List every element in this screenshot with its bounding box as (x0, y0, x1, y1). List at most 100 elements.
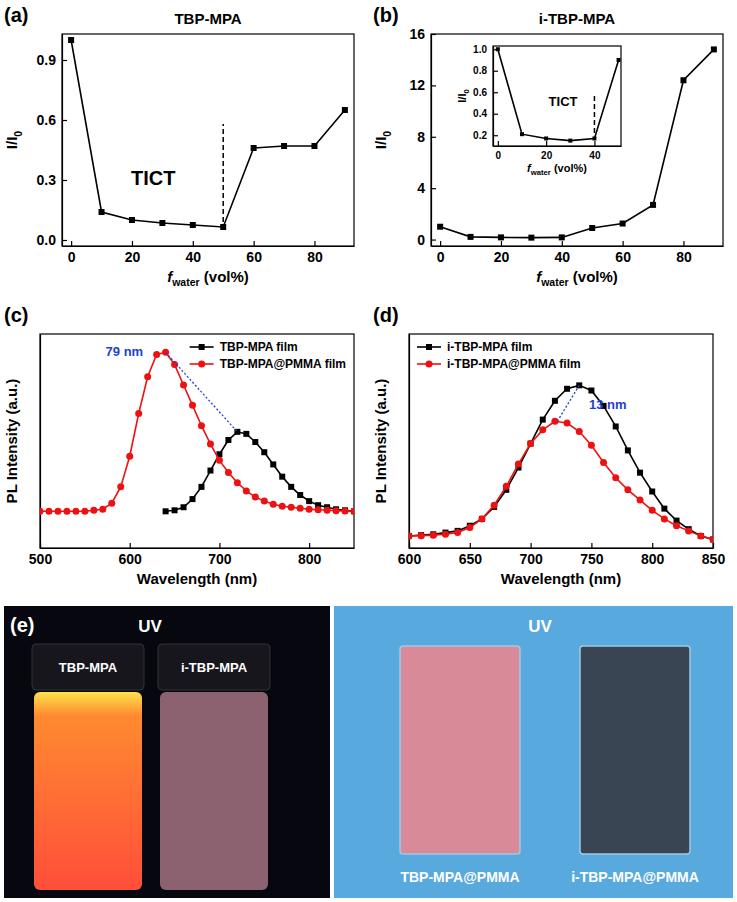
data-point (661, 515, 668, 522)
data-point (99, 209, 105, 215)
y-axis-title: I/I0 (456, 89, 471, 102)
legend-label: i-TBP-MPA@PMMA film (447, 357, 581, 371)
figure: 0204060800.00.30.60.9fwater (vol%)I/I0TI… (0, 0, 737, 902)
data-point (515, 461, 522, 468)
tick-label: 0.2 (473, 130, 487, 141)
vial-label: TBP-MPA (59, 660, 118, 675)
vial-cap (158, 644, 270, 690)
data-point (454, 529, 461, 536)
legend: i-TBP-MPA filmi-TBP-MPA@PMMA film (417, 340, 581, 371)
data-point (637, 497, 644, 504)
label-part: (vol%) (569, 268, 618, 285)
legend-label: TBP-MPA@PMMA film (220, 357, 346, 371)
label-part: (vol%) (200, 268, 249, 285)
tick: 16 (409, 26, 436, 42)
y-axis-title: PL Intensity (a.u.) (372, 379, 389, 504)
data-point (270, 501, 277, 508)
tick-mark (594, 141, 595, 146)
data-point (117, 483, 124, 490)
data-layer (68, 37, 348, 230)
data-point (612, 474, 619, 481)
data-point (418, 532, 425, 539)
tick-label: 0.4 (473, 108, 487, 119)
data-point (153, 351, 160, 358)
tick: 850 (702, 543, 726, 567)
tick-label: 80 (676, 249, 692, 265)
y-axis: 0481216 (409, 26, 436, 248)
tick-label: 40 (589, 150, 601, 161)
data-point (180, 381, 187, 388)
tick-label: 650 (459, 551, 483, 567)
tick: 20 (541, 141, 553, 161)
tick-label: 850 (702, 551, 726, 567)
series-line (409, 421, 713, 539)
tick-label: 0.9 (37, 52, 57, 68)
y-axis: 0.00.30.60.9 (37, 35, 67, 248)
tick-mark (431, 137, 436, 138)
tick-mark (591, 543, 592, 548)
tick-mark (562, 241, 563, 246)
x-axis: 0 20 40 60 80 (63, 241, 355, 265)
tick-mark (130, 543, 131, 548)
x-axis: 0 20 40 (494, 141, 622, 161)
uv-label: UV (528, 617, 552, 636)
data-point (279, 503, 286, 510)
tick: 700 (208, 543, 232, 567)
label-part: 0 (462, 89, 471, 93)
data-layer (496, 47, 621, 142)
tick-mark (62, 240, 67, 241)
label-part: I/I (3, 137, 20, 150)
legend-item: TBP-MPA@PMMA film (190, 357, 346, 371)
data-point (234, 479, 241, 486)
x-axis-title: Wavelength (nm) (501, 570, 621, 587)
tick-mark (470, 543, 471, 548)
data-point (539, 426, 546, 433)
tick: 600 (119, 543, 143, 567)
label-part: PL Intensity (a.u.) (3, 379, 20, 504)
data-point (81, 508, 88, 515)
data-point (624, 486, 631, 493)
data-point (351, 508, 355, 515)
tick-mark (314, 241, 315, 246)
vial-liquid (34, 692, 142, 890)
data-point (311, 143, 317, 149)
data-point (673, 522, 680, 529)
tick: 40 (186, 241, 202, 265)
film-label: i-TBP-MPA@PMMA (571, 869, 699, 885)
y-axis-title: PL Intensity (a.u.) (3, 379, 20, 504)
data-point (297, 505, 304, 512)
panel-label: (a) (4, 4, 28, 26)
tick-label: 20 (494, 249, 510, 265)
y-axis-line (40, 335, 41, 549)
data-point (108, 500, 115, 507)
tick-label: 60 (246, 249, 262, 265)
data-point (649, 507, 656, 514)
tick-label: 0 (496, 150, 502, 161)
tick: 80 (307, 241, 323, 265)
data-point (496, 47, 500, 51)
tick: 0 (68, 241, 76, 265)
tick-mark (493, 114, 498, 115)
data-point (503, 483, 510, 490)
chart-title: TBP-MPA (174, 10, 241, 27)
data-point (551, 418, 558, 425)
data-point (592, 136, 596, 140)
reference-line (594, 94, 596, 133)
data-point (333, 507, 340, 514)
photo-panel: TBP-MPAi-TBP-MPA(e)UVUVTBP-MPA@PMMAi-TBP… (4, 606, 733, 898)
tick-mark (683, 241, 684, 246)
plot-area: 020400.20.40.60.81.0fwater (vol%)I/I0TIC… (456, 44, 622, 177)
data-point (297, 492, 303, 498)
y-axis-title: I/I0 (372, 131, 393, 150)
tick: 12 (409, 77, 436, 93)
data-point (552, 398, 558, 404)
tick-label: 0.6 (473, 87, 487, 98)
data-point (478, 515, 485, 522)
annotation: TICT (131, 167, 175, 189)
tick-mark (71, 241, 72, 246)
tick: 20 (125, 241, 141, 265)
data-point (306, 498, 312, 504)
data-point (491, 502, 498, 509)
tick-label: 12 (409, 77, 425, 93)
vial-liquid (160, 692, 268, 890)
